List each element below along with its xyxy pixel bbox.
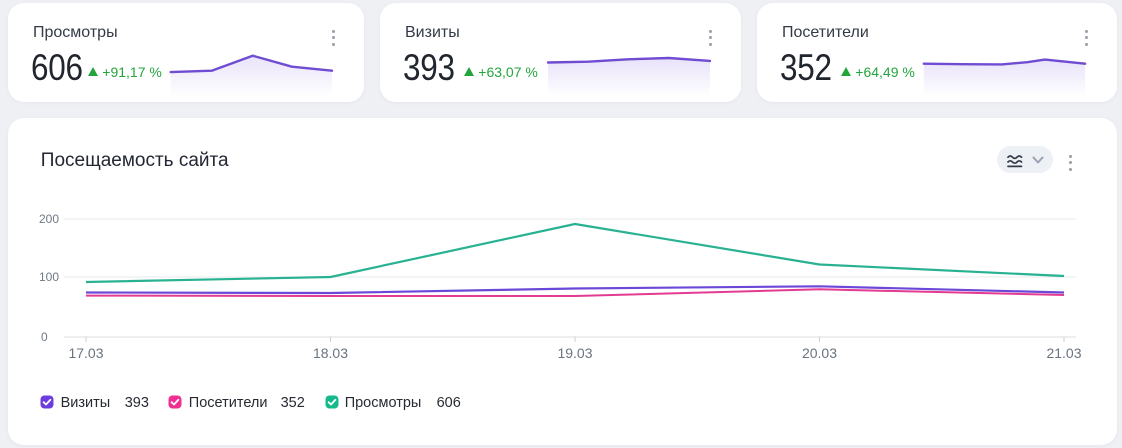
svg-text:18.03: 18.03: [313, 345, 348, 361]
svg-text:19.03: 19.03: [557, 345, 592, 361]
svg-text:200: 200: [39, 212, 59, 226]
svg-text:100: 100: [39, 270, 59, 284]
svg-text:17.03: 17.03: [68, 345, 103, 361]
svg-text:20.03: 20.03: [802, 345, 837, 361]
svg-text:21.03: 21.03: [1046, 345, 1081, 361]
svg-text:0: 0: [41, 330, 48, 344]
